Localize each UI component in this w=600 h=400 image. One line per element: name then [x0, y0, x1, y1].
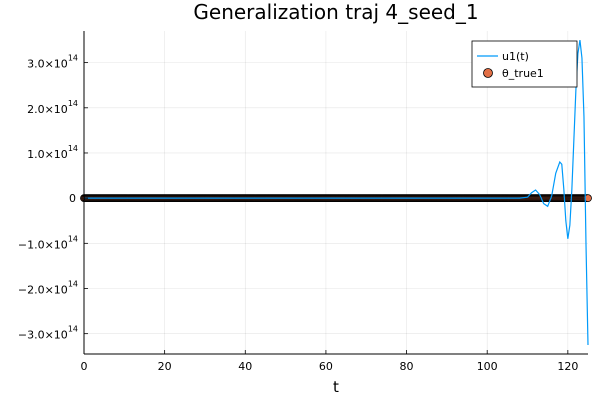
y-tick-label: −3.0×1014 [18, 325, 78, 342]
y-tick-mantissa: 2.0×10 [27, 103, 68, 116]
x-tick-label: 20 [158, 360, 172, 373]
legend: u1(t) θ_true1 [471, 40, 578, 88]
y-tick-label: 0 [69, 192, 76, 205]
legend-box [471, 40, 578, 88]
x-tick-label: 80 [400, 360, 414, 373]
y-tick-exponent: 14 [68, 99, 78, 108]
y-tick-mantissa: −1.0×10 [18, 238, 68, 251]
y-tick-mantissa: 3.0×10 [27, 58, 68, 71]
x-tick-label: 120 [557, 360, 578, 373]
y-tick-mantissa: −3.0×10 [18, 329, 68, 342]
y-tick-labels: 3.0×10142.0×10141.0×10140−1.0×1014−2.0×1… [18, 54, 88, 342]
x-tick-label: 0 [81, 360, 88, 373]
y-tick-mantissa: 1.0×10 [27, 148, 68, 161]
x-axis-label: t [333, 378, 339, 396]
legend-label-theta: θ_true1 [502, 67, 544, 80]
chart-title: Generalization traj 4_seed_1 [193, 0, 478, 24]
x-tick-label: 40 [238, 360, 252, 373]
y-tick-mantissa: −2.0×10 [18, 283, 68, 296]
scatter-point [584, 194, 592, 203]
legend-marker-swatch [483, 68, 493, 78]
y-tick-exponent: 14 [68, 279, 78, 288]
series-line-u1 [84, 39, 589, 345]
y-tick-exponent: 14 [68, 325, 78, 334]
y-tick-exponent: 14 [68, 144, 78, 153]
x-tick-labels: 0 20 40 60 80 100 120 [81, 350, 578, 373]
y-tick-label: −1.0×1014 [18, 234, 78, 251]
y-tick-exponent: 14 [68, 54, 78, 63]
y-tick-label: −2.0×1014 [18, 279, 78, 296]
y-tick-label: 1.0×1014 [27, 144, 78, 161]
y-tick-label: 3.0×1014 [27, 54, 78, 71]
x-tick-label: 60 [319, 360, 333, 373]
x-tick-label: 100 [477, 360, 498, 373]
legend-label-u1: u1(t) [502, 50, 529, 63]
y-tick-exponent: 14 [68, 234, 78, 243]
y-tick-label: 2.0×1014 [27, 99, 78, 116]
